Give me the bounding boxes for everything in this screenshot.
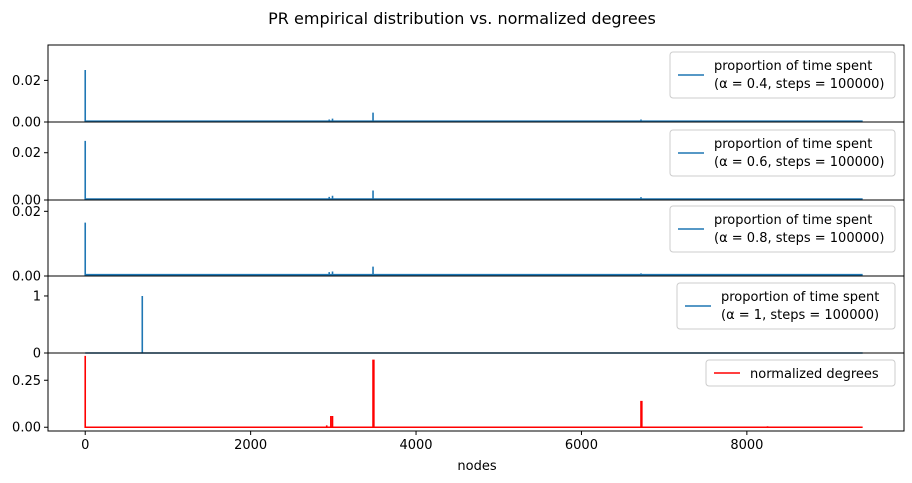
legend-box: [676, 282, 896, 330]
axes-frame: [47, 352, 905, 432]
legend-box: [669, 205, 896, 253]
x-tick-label: 4000: [399, 438, 432, 453]
x-tick-label: 6000: [565, 438, 598, 453]
legend-params: (α = 1, steps = 100000): [721, 308, 879, 323]
y-tick-label: 0.02: [12, 205, 41, 220]
y-tick-label: 0.25: [12, 374, 41, 389]
series-line-2: [84, 140, 863, 200]
legend-4: proportion of time spent (α = 1, steps = …: [676, 282, 896, 330]
x-axis: 0 2000 4000 6000 8000: [81, 431, 763, 453]
legend-2: proportion of time spent (α = 0.6, steps …: [669, 129, 896, 177]
legend-label: proportion of time spent: [714, 59, 872, 74]
y-tick-label: 0.00: [12, 270, 41, 285]
x-tick-label: 0: [81, 438, 89, 453]
legend-label: normalized degrees: [750, 367, 879, 382]
x-tick-label: 8000: [730, 438, 763, 453]
y-tick-label: 0.02: [12, 146, 41, 161]
legend-params: (α = 0.8, steps = 100000): [714, 231, 885, 246]
legend-box: [705, 359, 896, 387]
subplot-5: 0.00 0.25 normalized degrees: [12, 352, 905, 436]
subplot-4: 0 1 proportion of time spent (α = 1, steps …: [33, 275, 905, 362]
subplot-3: 0.00 0.02 proportion of time spent (α = 0.8…: [12, 199, 905, 285]
x-tick-label: 2000: [234, 438, 267, 453]
legend-params: (α = 0.4, steps = 100000): [714, 77, 885, 92]
y-tick-label: 1: [33, 289, 41, 304]
series-line-1: [84, 69, 863, 122]
legend-3: proportion of time spent (α = 0.8, steps …: [669, 205, 896, 253]
legend-params: (α = 0.6, steps = 100000): [714, 155, 885, 170]
series-line-3: [84, 222, 863, 276]
y-tick-label: 0.00: [12, 421, 41, 436]
legend-5: normalized degrees: [705, 359, 896, 387]
y-tick-label: 0.00: [12, 194, 41, 209]
y-tick-label: 0.00: [12, 116, 41, 131]
x-axis-label: nodes: [457, 459, 496, 474]
legend-label: proportion of time spent: [714, 213, 872, 228]
subplot-2: 0.00 0.02 proportion of time spent (α = 0.6…: [12, 121, 905, 209]
y-tick-label: 0: [33, 347, 41, 362]
y-tick-label: 0.02: [12, 74, 41, 89]
series-line-5: [84, 355, 863, 429]
legend-box: [669, 51, 896, 99]
legend-box: [669, 129, 896, 177]
figure-title: PR empirical distribution vs. normalized…: [268, 9, 656, 28]
subplot-1: 0.00 0.02 proportion of time spent (α = 0.4…: [12, 44, 905, 131]
legend-label: proportion of time spent: [721, 290, 879, 305]
legend-label: proportion of time spent: [714, 137, 872, 152]
legend-1: proportion of time spent (α = 0.4, steps …: [669, 51, 896, 99]
